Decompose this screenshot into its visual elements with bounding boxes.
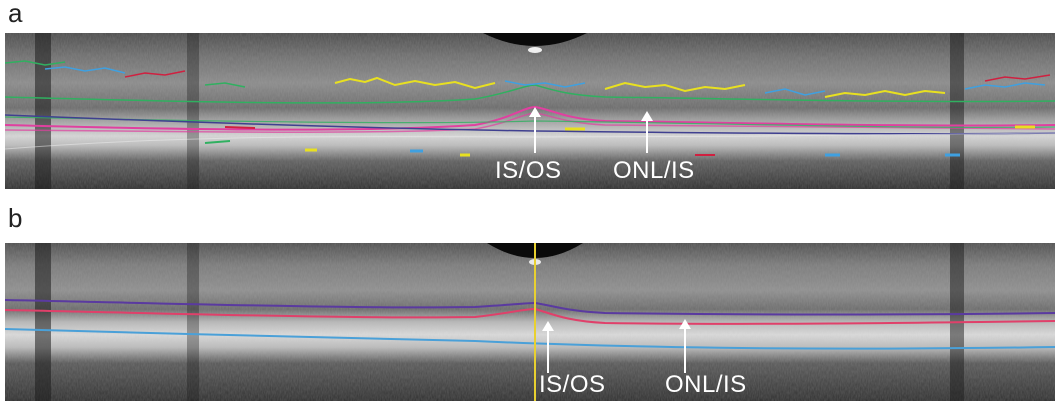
oct-scan-a xyxy=(5,33,1055,189)
panel-letter-a: a xyxy=(8,0,23,28)
label-is-os-a: IS/OS xyxy=(495,157,562,184)
oct-panel-a: IS/OS ONL/IS xyxy=(5,33,1055,189)
arrow-is-os-b xyxy=(542,321,554,373)
panel-letter-b: b xyxy=(8,203,23,233)
label-is-os-b: IS/OS xyxy=(539,371,606,398)
arrow-onl-is-b xyxy=(679,319,691,373)
arrow-is-os-a xyxy=(529,107,541,153)
arrow-onl-is-a xyxy=(641,111,653,153)
oct-scan-b xyxy=(5,243,1055,401)
label-onl-is-a: ONL/IS xyxy=(613,157,695,184)
label-onl-is-b: ONL/IS xyxy=(665,371,747,398)
oct-panel-b: IS/OS ONL/IS xyxy=(5,243,1055,401)
